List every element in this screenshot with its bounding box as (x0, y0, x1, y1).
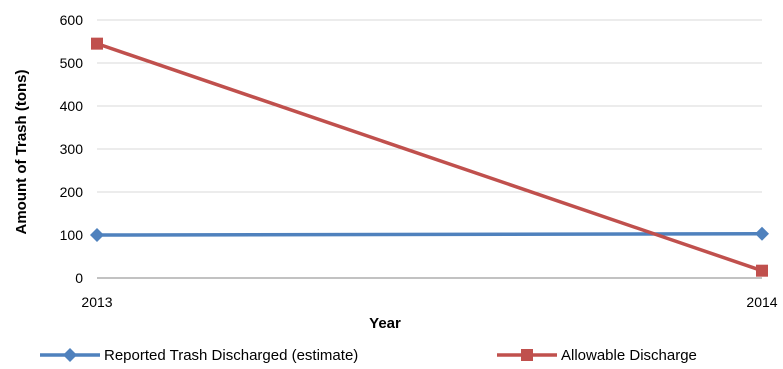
legend-marker (521, 349, 533, 361)
y-tick-label: 200 (60, 184, 84, 200)
data-point-marker (756, 264, 768, 277)
y-tick-labels: 0 100 200 300 400 500 600 (60, 12, 84, 286)
y-tick-label: 400 (60, 98, 84, 114)
x-tick-label: 2014 (746, 294, 777, 310)
legend: Reported Trash Discharged (estimate) Allo… (40, 347, 697, 364)
y-tick-label: 500 (60, 55, 84, 71)
data-point-marker (90, 228, 104, 242)
x-tick-label: 2013 (81, 294, 112, 310)
series-line (96, 41, 763, 273)
y-tick-label: 600 (60, 12, 84, 28)
legend-label: Allowable Discharge (561, 347, 697, 364)
data-point-marker (755, 226, 769, 241)
y-tick-label: 0 (75, 270, 83, 286)
legend-item: Allowable Discharge (497, 347, 697, 364)
legend-label: Reported Trash Discharged (estimate) (104, 347, 358, 364)
x-axis-title: Year (369, 315, 401, 332)
series-group (90, 37, 769, 277)
series-2 (91, 37, 768, 277)
legend-marker (63, 348, 77, 362)
legend-item: Reported Trash Discharged (estimate) (40, 347, 358, 364)
x-tick-labels: 2013 2014 (81, 294, 777, 310)
y-tick-label: 300 (60, 141, 84, 157)
data-point-marker (91, 37, 103, 50)
gridlines (97, 19, 762, 236)
y-axis-title: Amount of Trash (tons) (13, 70, 30, 235)
y-tick-label: 100 (60, 227, 84, 243)
